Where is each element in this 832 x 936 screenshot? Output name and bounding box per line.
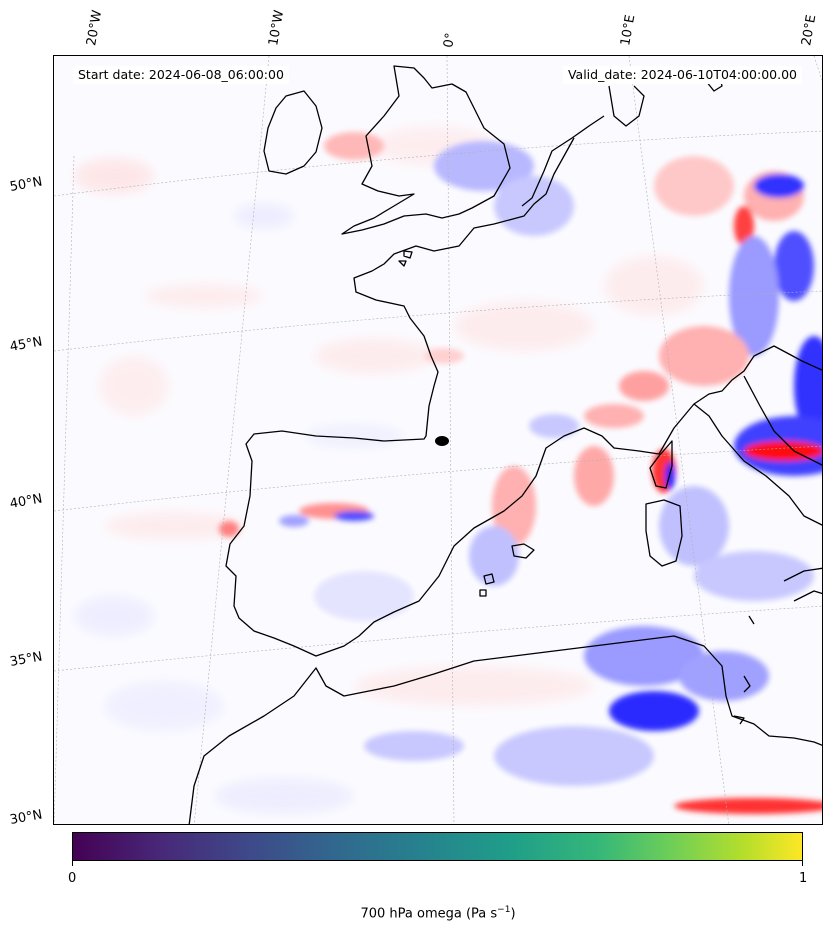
colorbar-max-label: 1 <box>799 871 808 886</box>
colorbar-min-label: 0 <box>68 871 77 886</box>
coastline-ireland <box>263 90 323 175</box>
start-date-label: Start date: 2024-06-08_06:00:00 <box>73 66 289 84</box>
lat-label-50n: 50°N <box>8 174 44 195</box>
colorbar-tick-max <box>802 861 803 866</box>
colorbar-tick-min <box>72 861 73 866</box>
lat-label-35n: 35°N <box>8 649 44 670</box>
colorbar-title: 700 hPa omega (Pa s−1) <box>360 905 516 922</box>
omega-field-background <box>74 126 704 814</box>
lon-label-0: 0° <box>441 31 459 49</box>
lon-label-20e: 20°E <box>799 13 820 47</box>
valid-date-label: Valid_date: 2024-06-10T04:00:00.00 <box>562 66 802 84</box>
coastline-corsica <box>649 440 673 489</box>
coastline-italy <box>693 403 822 526</box>
location-marker <box>435 436 449 446</box>
omega-field-map <box>54 56 822 824</box>
coastline-sardinia <box>645 499 683 567</box>
lon-label-10w: 10°W <box>266 9 288 48</box>
lat-label-40n: 40°N <box>8 491 44 512</box>
omega-field-features <box>219 132 822 814</box>
coastline-balearics <box>511 543 535 559</box>
lat-label-45n: 45°N <box>8 334 44 355</box>
lon-label-20w: 20°W <box>84 9 106 48</box>
lon-label-10e: 10°E <box>618 13 639 47</box>
map-panel[interactable] <box>53 55 823 825</box>
coastline-europe-mainland <box>225 115 822 657</box>
coastlines <box>188 65 822 824</box>
lat-label-30n: 30°N <box>8 807 44 828</box>
colorbar <box>72 832 803 861</box>
coastline-north-africa <box>188 635 822 824</box>
coastline-great-britain <box>341 65 511 235</box>
coastline-sicily <box>783 567 822 582</box>
map-gridlines <box>54 56 822 824</box>
